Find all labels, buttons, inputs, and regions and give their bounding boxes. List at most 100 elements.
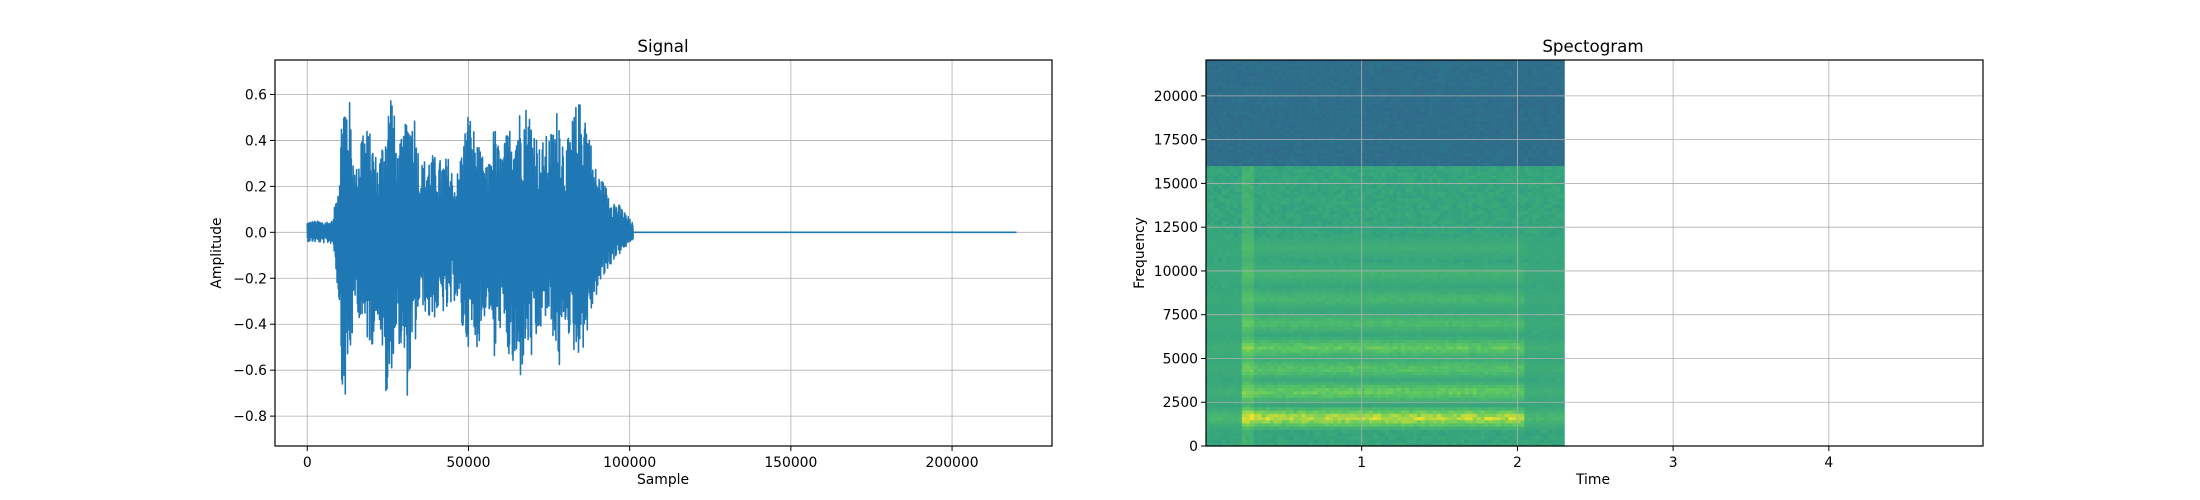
spectrogram-cell	[1245, 150, 1251, 154]
spectrogram-cell	[1440, 117, 1446, 122]
spectrogram-cell	[1488, 79, 1494, 84]
spectrogram-cell	[1512, 140, 1517, 145]
spectrogram-cell	[1560, 72, 1565, 77]
spectrogram-cell	[1552, 121, 1557, 125]
spectrogram-cell	[1504, 92, 1510, 96]
spectrogram-cell	[1329, 63, 1334, 68]
spectrogram-cell	[1229, 146, 1235, 151]
spectrogram-cell	[1213, 88, 1219, 93]
spectrogram-cell	[1408, 82, 1414, 87]
spectrogram-cell	[1440, 121, 1446, 125]
spectrogram-cell	[1432, 60, 1438, 64]
spectrogram-cell	[1217, 95, 1223, 100]
spectrogram-cell	[1273, 146, 1279, 151]
spectrogram-cell	[1277, 108, 1283, 113]
spectrogram-cell	[1444, 130, 1450, 135]
spectrogram-cell	[1480, 117, 1486, 122]
spectrogram-cell	[1209, 108, 1215, 113]
spectrogram-cell	[1524, 137, 1529, 142]
spectrogram-cell	[1444, 133, 1450, 138]
spectrogram-cell	[1532, 111, 1537, 116]
spectrogram-cell	[1261, 159, 1267, 164]
spectrogram-cell	[1464, 105, 1470, 109]
spectrogram-cell	[1424, 92, 1430, 96]
spectrogram-cell	[1301, 79, 1307, 84]
spectrogram-cell	[1540, 156, 1545, 161]
spectrogram-cell	[1209, 124, 1215, 129]
spectrogram-cell	[1480, 69, 1486, 74]
spectrogram-cell	[1249, 130, 1255, 135]
spectrogram-cell	[1297, 79, 1303, 84]
spectrogram-cell	[1297, 140, 1303, 145]
spectrogram-cell	[1500, 127, 1506, 132]
spectrogram-cell	[1432, 98, 1438, 103]
spectrogram-cell	[1484, 143, 1490, 148]
spectrogram-cell	[1468, 108, 1474, 113]
spectrogram-cell	[1209, 143, 1215, 148]
spectrogram-cell	[1206, 101, 1211, 106]
spectrogram-cell	[1480, 82, 1486, 87]
spectrogram-cell	[1237, 95, 1243, 100]
spectrogram-cell	[1273, 111, 1279, 116]
spectrogram-cell	[1349, 159, 1354, 164]
spectrogram-cell	[1269, 63, 1275, 68]
spectrogram-cell	[1269, 143, 1275, 148]
spectrogram-cell	[1552, 76, 1557, 80]
spectrogram-cell	[1229, 114, 1235, 119]
spectrogram-cell	[1341, 105, 1346, 109]
spectrogram-cell	[1233, 76, 1239, 80]
spectrogram-cell	[1397, 143, 1402, 148]
spectrogram-cell	[1452, 108, 1458, 113]
spectrogram-cell	[1520, 92, 1525, 96]
spectrogram-cell	[1225, 76, 1231, 80]
spectrogram-cell	[1277, 92, 1283, 96]
spectrogram-cell	[1361, 79, 1366, 84]
spectrogram-cell	[1309, 76, 1315, 80]
spectrogram-cell	[1329, 133, 1334, 138]
spectrogram-cell	[1500, 140, 1506, 145]
spectrogram-cell	[1345, 63, 1350, 68]
spectrogram-cell	[1317, 98, 1322, 103]
spectrogram-cell	[1544, 105, 1549, 109]
spectrogram-cell	[1265, 140, 1271, 145]
spectrogram-cell	[1460, 60, 1466, 64]
spectrogram-cell	[1321, 69, 1326, 74]
spectrogram-cell	[1233, 117, 1239, 122]
spectrogram-cell	[1448, 63, 1454, 68]
spectrogram-cell	[1536, 137, 1541, 142]
spectrogram-cell	[1365, 105, 1370, 109]
spectrogram-cell	[1317, 159, 1322, 164]
spectrogram-cell	[1285, 82, 1291, 87]
spectrogram-cell	[1213, 63, 1219, 68]
spectrogram-cell	[1440, 105, 1446, 109]
spectrogram-cell	[1528, 143, 1533, 148]
spectrogram-cell	[1361, 72, 1366, 77]
spectrogram-cell	[1345, 66, 1350, 71]
spectrogram-cell	[1225, 69, 1231, 74]
spectrogram-cell	[1516, 111, 1521, 116]
spectrogram-cell	[1476, 150, 1482, 154]
spectrogram-cell	[1377, 69, 1382, 74]
spectrogram-cell	[1297, 133, 1303, 138]
spectrogram-cell	[1365, 130, 1370, 135]
spectrogram-cell	[1528, 117, 1533, 122]
spectrogram-cell	[1265, 85, 1271, 90]
spectrogram-cell	[1209, 114, 1215, 119]
spectrogram-cell	[1420, 114, 1426, 119]
spectrogram-cell	[1381, 88, 1386, 93]
spectrogram-cell	[1480, 88, 1486, 93]
spectrogram-cell	[1273, 150, 1279, 154]
spectrogram-cell	[1277, 153, 1283, 158]
spectrogram-cell	[1341, 101, 1346, 106]
spectrogram-cell	[1512, 79, 1517, 84]
spectrogram-cell	[1365, 60, 1370, 64]
spectrogram-cell	[1400, 111, 1406, 116]
spectrogram-cell	[1408, 140, 1414, 145]
spectrogram-cell	[1261, 98, 1267, 103]
spectrogram-cell	[1420, 66, 1426, 71]
spectrogram-cell	[1337, 117, 1342, 122]
spectrogram-cell	[1532, 105, 1537, 109]
spectrogram-cell	[1261, 137, 1267, 142]
spectrogram-cell	[1404, 76, 1410, 80]
spectrogram-cell	[1237, 60, 1243, 64]
